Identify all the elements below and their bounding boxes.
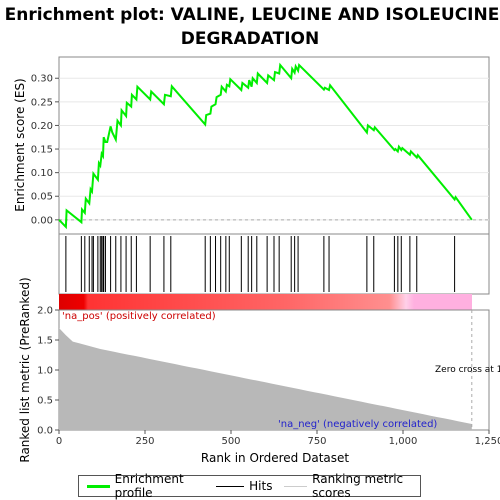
rank-colour-bar: [59, 294, 472, 310]
ranked-y-tick-label: 0.0: [37, 426, 53, 437]
ranked-y-tick-label: 0.5: [37, 396, 53, 407]
x-axis-label: Rank in Ordered Dataset: [201, 451, 349, 465]
es-y-tick-label: 0.00: [31, 215, 53, 226]
legend-label-ranking: Ranking metric scores: [312, 472, 404, 500]
es-panel-frame: [58, 56, 490, 235]
legend-item-ranking: Ranking metric scores: [284, 472, 420, 500]
es-y-tick-label: 0.15: [31, 145, 53, 156]
legend-item-hits: Hits: [216, 479, 272, 493]
ranked-y-ticks: 0.0 0.5 1.0 1.5 2.0: [37, 306, 59, 437]
legend-label-enrichment: Enrichment profile: [114, 472, 184, 500]
chart-title-line-1: Enrichment plot: VALINE, LEUCINE AND ISO…: [5, 5, 500, 25]
legend: Enrichment profile Hits Ranking metric s…: [78, 472, 421, 500]
es-y-ticks: 0.00 0.05 0.10 0.15 0.20 0.25 0.30: [31, 74, 59, 226]
legend-label-hits: Hits: [249, 479, 273, 493]
es-y-tick-label: 0.25: [31, 97, 53, 108]
es-y-tick-label: 0.05: [31, 192, 53, 203]
zero-cross-label: Zero cross at 1200: [435, 365, 500, 375]
x-tick-label: 500: [221, 436, 240, 447]
es-y-tick-label: 0.10: [31, 168, 53, 179]
negative-correlation-label: 'na_neg' (negatively correlated): [278, 419, 437, 430]
enrichment-swatch: [87, 484, 110, 488]
x-tick-label: 0: [56, 436, 62, 447]
ranked-y-tick-label: 1.5: [37, 336, 53, 347]
ranking-swatch: [284, 485, 308, 487]
ranked-y-tick-label: 1.0: [37, 366, 53, 377]
ranking-metric-area: [59, 328, 472, 430]
legend-item-enrichment: Enrichment profile: [87, 472, 204, 500]
x-tick-label: 750: [307, 436, 326, 447]
positive-correlation-label: 'na_pos' (positively correlated): [62, 311, 216, 322]
x-tick-label: 250: [135, 436, 154, 447]
ranked-y-axis-label: Ranked list metric (PreRanked): [18, 277, 32, 462]
x-tick-label: 1,250: [475, 436, 500, 447]
es-y-tick-label: 0.30: [31, 74, 53, 85]
ranked-y-tick-label: 2.0: [37, 306, 53, 317]
es-y-tick-label: 0.20: [31, 121, 53, 132]
ranked-x-ticks: 0 250 500 750 1,000 1,250: [56, 430, 500, 447]
hits-swatch: [216, 485, 245, 487]
enrichment-profile-line: [58, 62, 473, 230]
es-y-axis-label: Enrichment score (ES): [13, 78, 27, 211]
hits-marks: [65, 236, 456, 292]
chart-title-line-2: DEGRADATION: [181, 29, 319, 49]
x-tick-label: 1,000: [389, 436, 418, 447]
